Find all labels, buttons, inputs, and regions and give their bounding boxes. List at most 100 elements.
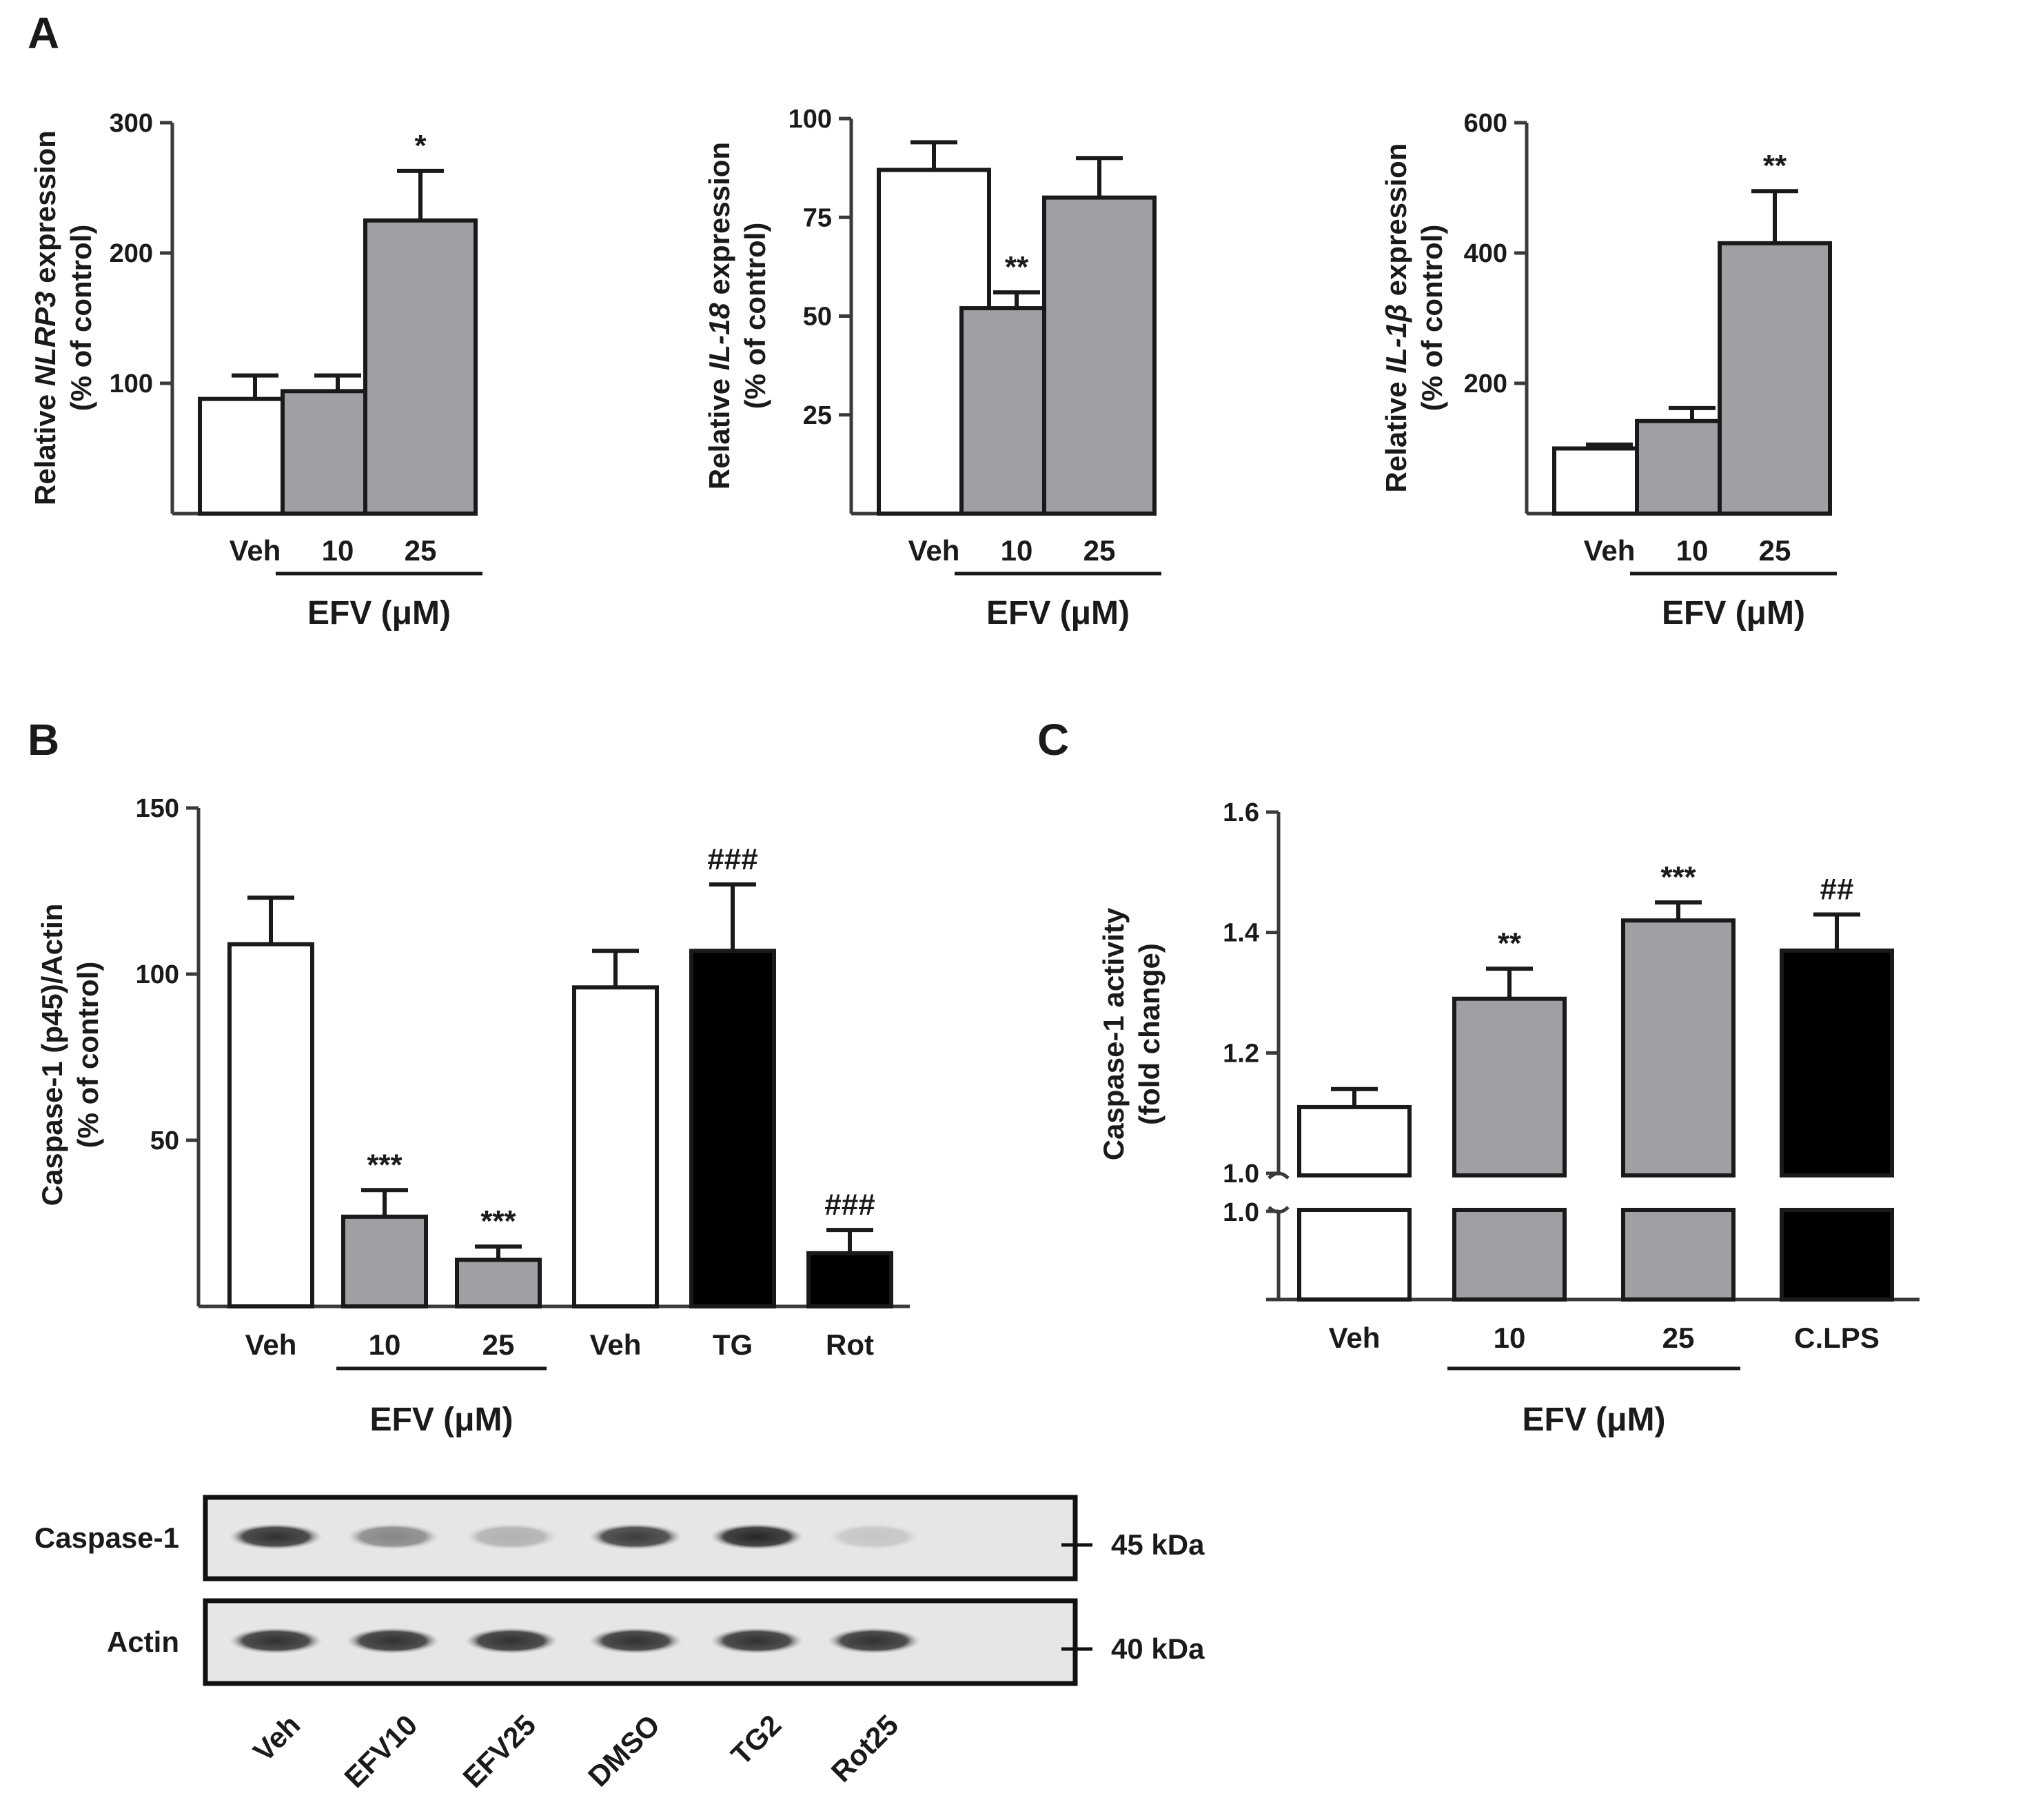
x-category-label: Veh — [1584, 534, 1636, 567]
protein-band — [589, 1628, 682, 1654]
chart-il18: 25 50 75 100 Veh ** 10 25 EFV (μM) Relative IL-18… — [703, 105, 1161, 631]
x-category-label: 25 — [1759, 534, 1791, 567]
lane-label: Veh — [247, 1708, 306, 1768]
panel-label-c: C — [1037, 715, 1069, 765]
bar — [806, 1251, 893, 1309]
y-axis-label: Caspase-1 (p45)/Actin — [36, 904, 68, 1206]
lane-label: TG2 — [724, 1708, 787, 1771]
protein-band — [827, 1524, 921, 1550]
molecular-weight-label: 40 kDa — [1111, 1632, 1205, 1665]
bar-lower-segment — [1780, 1208, 1894, 1302]
lane-label: Rot25 — [825, 1708, 905, 1788]
bar — [227, 942, 314, 1308]
x-category-label: 25 — [405, 534, 437, 567]
bar — [455, 1257, 542, 1309]
bar-lower-segment — [1452, 1208, 1567, 1302]
y-axis-label-part: IL-1β — [1380, 304, 1412, 374]
significance-marker: ### — [707, 842, 757, 876]
protein-band — [229, 1628, 323, 1654]
x-category-label: TG — [713, 1328, 753, 1361]
y-tick-label: 200 — [1464, 370, 1507, 398]
y-tick-label: 1.6 — [1223, 798, 1259, 827]
western-blot: Caspase-1 45 kDa Actin 40 kDa Veh EFV10 EFV25 D… — [34, 1495, 1205, 1794]
y-axis-label-part: Relative — [1380, 374, 1412, 493]
protein-band — [710, 1628, 804, 1654]
y-tick-label: 100 — [136, 960, 179, 989]
bar — [1780, 948, 1894, 1178]
x-category-label: 25 — [482, 1328, 515, 1361]
y-tick-label: 150 — [136, 794, 179, 823]
protein-band — [229, 1524, 323, 1550]
significance-marker: ** — [1005, 250, 1029, 284]
y-tick-label: 75 — [803, 203, 832, 232]
x-category-label: Rot — [826, 1328, 874, 1361]
protein-band — [465, 1628, 558, 1654]
y-axis-label-units: (% of control) — [1416, 225, 1448, 412]
x-category-label: Veh — [245, 1328, 297, 1361]
blot-row-label: Caspase-1 — [34, 1521, 179, 1554]
y-axis-label-units: (% of control) — [739, 223, 771, 410]
panel-label-a: A — [28, 8, 59, 58]
chart-caspase1-p45: 50 100 150 Veh *** 10 *** 25 Veh ### TG ### Rot EFV (… — [36, 794, 910, 1438]
bar — [1297, 1104, 1412, 1178]
chart-caspase1-activity: 1.0 1.0 1.2 1.4 1.6 Veh ** 10 *** 25 ## C.LPS EFV (μ… — [1097, 798, 1920, 1438]
y-axis-label-units: (% of control) — [72, 962, 104, 1149]
significance-marker: * — [414, 129, 427, 163]
bar — [1452, 996, 1567, 1177]
y-tick-label: 600 — [1464, 109, 1507, 138]
x-category-label: Veh — [590, 1328, 642, 1361]
panel-label-b: B — [28, 715, 59, 765]
y-axis-label-part: expression — [29, 130, 61, 291]
y-tick-label: 50 — [150, 1126, 179, 1155]
significance-marker: *** — [367, 1148, 403, 1182]
x-category-label: 10 — [1494, 1322, 1526, 1354]
y-axis-label-part: NLRP3 — [29, 291, 61, 386]
x-category-label: C.LPS — [1794, 1322, 1880, 1354]
significance-marker: ## — [1820, 872, 1854, 906]
y-axis-label-units: (fold change) — [1133, 943, 1166, 1125]
lane-label: EFV25 — [456, 1708, 542, 1794]
molecular-weight-label: 45 kDa — [1111, 1528, 1205, 1561]
y-tick-label: 1.4 — [1223, 919, 1259, 948]
x-category-label: 10 — [1001, 534, 1033, 567]
protein-band — [827, 1628, 921, 1654]
x-category-label: 25 — [1662, 1322, 1695, 1354]
y-tick-label: 300 — [110, 109, 153, 138]
protein-band — [465, 1524, 558, 1550]
x-category-label: 10 — [1676, 534, 1709, 567]
y-axis-label-part: IL-18 — [703, 303, 735, 371]
chart-il1b: 200 400 600 Veh 10 ** 25 EFV (μM) Relative IL-1β… — [1380, 109, 1837, 631]
significance-marker: *** — [480, 1204, 516, 1238]
y-axis-label: Relative IL-1β expression — [1380, 143, 1412, 493]
significance-marker: ** — [1498, 927, 1522, 960]
y-tick-label: 1.0 — [1223, 1198, 1259, 1227]
chart-nlrp3: 100 200 300 Veh 10 * 25 EFV (μM) Relative NLRP3 … — [29, 109, 482, 631]
bar — [341, 1214, 428, 1308]
group-label: EFV (μM) — [1522, 1402, 1665, 1438]
bar — [1718, 241, 1832, 516]
group-label: EFV (μM) — [986, 595, 1130, 631]
bar — [689, 949, 776, 1308]
bar — [1042, 195, 1157, 516]
significance-marker: ### — [824, 1188, 875, 1222]
x-category-label: Veh — [1329, 1322, 1381, 1354]
x-category-label: 10 — [369, 1328, 401, 1361]
significance-marker: ** — [1763, 149, 1787, 183]
bar-lower-segment — [1621, 1208, 1736, 1302]
y-tick-label: 1.0 — [1223, 1160, 1259, 1189]
y-tick-label: 25 — [803, 401, 832, 430]
y-tick-label: 400 — [1464, 239, 1507, 268]
group-label: EFV (μM) — [369, 1402, 513, 1438]
protein-band — [710, 1524, 804, 1550]
y-axis-label-part: expression — [703, 142, 735, 303]
x-category-label: 10 — [322, 534, 354, 567]
y-tick-label: 50 — [803, 303, 832, 332]
y-tick-label: 200 — [110, 239, 153, 268]
group-label: EFV (μM) — [307, 595, 451, 631]
y-tick-label: 1.2 — [1223, 1039, 1259, 1068]
bar-lower-segment — [1297, 1208, 1412, 1302]
lane-label: DMSO — [582, 1708, 666, 1792]
bar — [572, 985, 659, 1309]
y-axis-label-part: Relative — [703, 370, 735, 489]
lane-label: EFV10 — [338, 1708, 423, 1794]
